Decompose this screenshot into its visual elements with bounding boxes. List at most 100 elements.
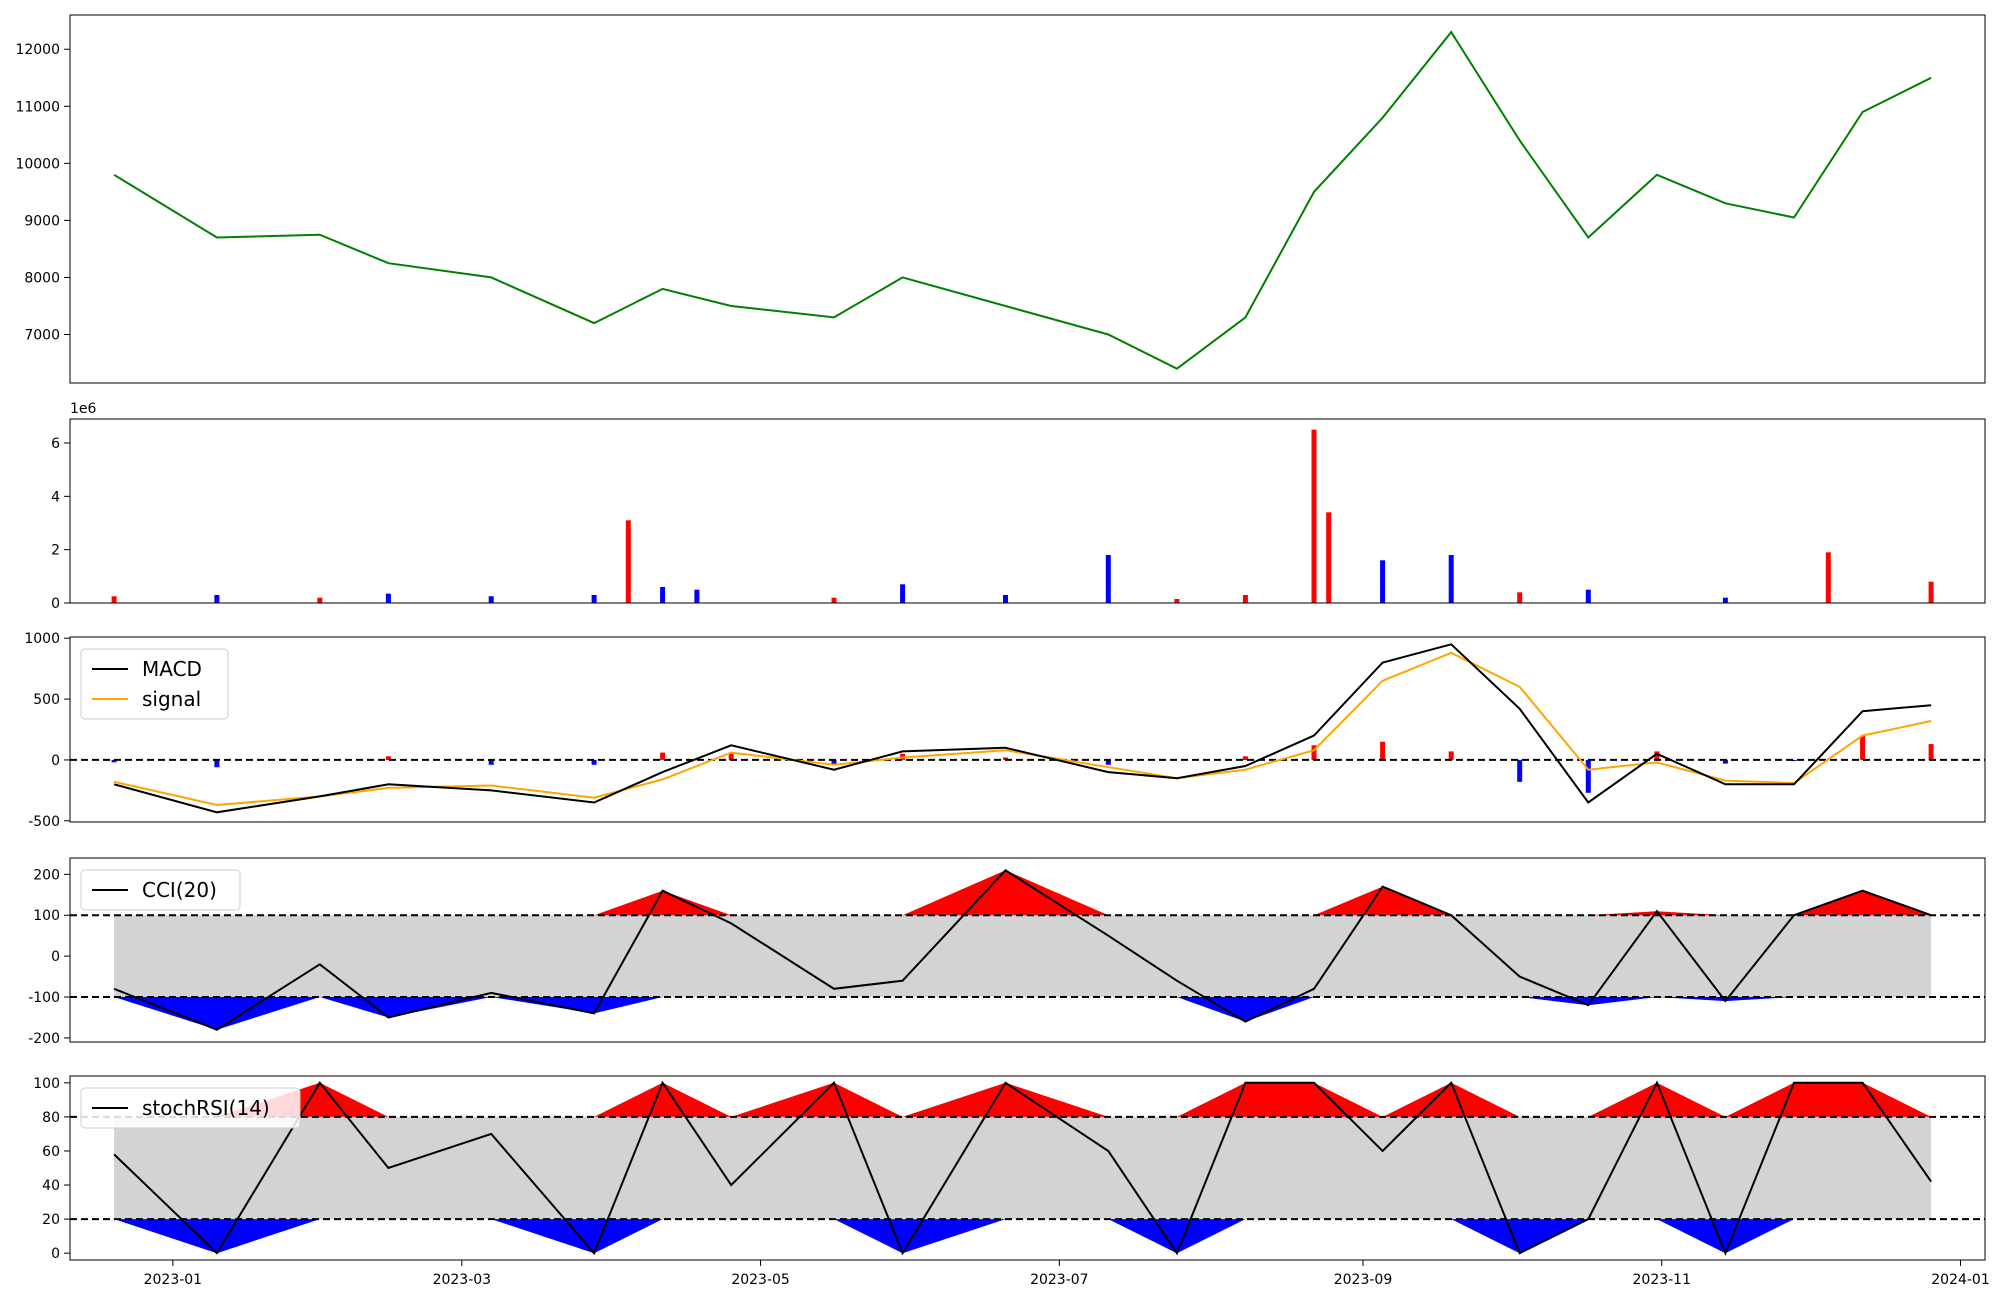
y-tick-label: 0 bbox=[51, 596, 60, 612]
legend-box bbox=[80, 648, 229, 720]
volume-bar bbox=[1928, 581, 1934, 603]
histogram-bar bbox=[728, 752, 734, 760]
y-tick-label: -200 bbox=[28, 1031, 60, 1047]
panel-frame bbox=[69, 636, 1986, 823]
y-tick-label: 9000 bbox=[24, 213, 60, 229]
y-tick-label: -100 bbox=[28, 990, 60, 1006]
y-tick-label: 12000 bbox=[15, 42, 60, 58]
histogram-bar bbox=[1448, 751, 1454, 760]
y-tick-label: 1000 bbox=[24, 631, 60, 647]
volume-panel: 0 2 4 6 1e6 bbox=[51, 401, 1986, 612]
y-tick-label: 4 bbox=[51, 489, 60, 505]
stochrsi-panel: 0 20 40 60 80 100 stochRSI(14) bbox=[33, 1075, 1986, 1262]
histogram-bar bbox=[214, 759, 220, 768]
panel-frame bbox=[69, 418, 1986, 604]
volume-bar bbox=[1326, 512, 1332, 603]
histogram-bar bbox=[1654, 751, 1660, 760]
histogram-bar bbox=[1585, 759, 1591, 793]
volume-bar bbox=[1174, 599, 1180, 603]
oversold-fill bbox=[114, 1219, 1932, 1254]
volume-bar bbox=[1003, 595, 1008, 603]
histogram-bar bbox=[488, 759, 494, 765]
date-axis: 2023-01 2023-03 2023-05 2023-07 2023-09 2023-… bbox=[144, 1260, 1990, 1288]
panel-frame bbox=[69, 1075, 1986, 1261]
legend-box bbox=[80, 1087, 301, 1129]
oversold-fill bbox=[114, 997, 1932, 1030]
volume-bar bbox=[831, 597, 837, 603]
legend-label: stochRSI(14) bbox=[142, 1096, 270, 1120]
price-line bbox=[113, 30, 1932, 370]
volume-exponent: 1e6 bbox=[70, 401, 97, 417]
volume-bar bbox=[1380, 560, 1386, 603]
histogram-bar bbox=[1791, 759, 1797, 762]
y-tick-label: 40 bbox=[42, 1178, 60, 1194]
volume-bar bbox=[1242, 595, 1248, 603]
x-tick-label: 2023-11 bbox=[1633, 1272, 1692, 1288]
neutral-band bbox=[114, 915, 1932, 998]
y-tick-label: 7000 bbox=[24, 328, 60, 344]
volume-bar bbox=[660, 587, 666, 603]
histogram-bar bbox=[1380, 741, 1386, 760]
histogram-bar bbox=[1242, 756, 1248, 760]
y-tick-label: 60 bbox=[42, 1144, 60, 1160]
volume-bar bbox=[1105, 555, 1111, 603]
panel-frame bbox=[69, 14, 1986, 384]
y-tick-label: 0 bbox=[51, 753, 60, 769]
y-tick-label: 200 bbox=[33, 867, 60, 883]
x-tick-label: 2024-01 bbox=[1931, 1272, 1990, 1288]
price-panel: 7000 8000 9000 10000 11000 12000 bbox=[15, 14, 1986, 384]
volume-bar bbox=[1311, 429, 1317, 603]
x-tick-label: 2023-03 bbox=[433, 1272, 492, 1288]
volume-bar bbox=[317, 597, 323, 603]
volume-bar bbox=[694, 589, 700, 603]
panel-frame bbox=[69, 857, 1986, 1043]
legend-box bbox=[80, 869, 241, 911]
cci-panel: -200 -100 0 100 200 CCI(20) bbox=[28, 857, 1986, 1047]
histogram-bar bbox=[1860, 735, 1866, 760]
histogram-bar bbox=[111, 759, 117, 763]
y-tick-label: 100 bbox=[33, 908, 60, 924]
y-tick-label: 80 bbox=[42, 1110, 60, 1126]
histogram-bar bbox=[1003, 757, 1008, 760]
x-tick-label: 2023-09 bbox=[1334, 1272, 1393, 1288]
y-tick-label: 2 bbox=[51, 543, 60, 559]
histogram-bar bbox=[1311, 745, 1317, 760]
volume-bar bbox=[1825, 552, 1831, 603]
histogram-bar bbox=[831, 759, 837, 765]
y-tick-label: 100 bbox=[33, 1076, 60, 1092]
histogram-bar bbox=[591, 759, 597, 765]
volume-bar bbox=[591, 595, 597, 603]
volume-bar bbox=[488, 596, 494, 603]
legend-label: signal bbox=[142, 687, 201, 711]
volume-bar bbox=[111, 596, 117, 603]
overbought-fill bbox=[114, 870, 1932, 916]
x-tick-label: 2023-05 bbox=[731, 1272, 790, 1288]
volume-bar bbox=[1585, 589, 1591, 603]
x-tick-label: 2023-01 bbox=[144, 1272, 203, 1288]
volume-bar bbox=[900, 584, 906, 603]
histogram-bar bbox=[1928, 744, 1934, 760]
indicator-line bbox=[113, 1080, 1932, 1256]
signal-line bbox=[113, 651, 1932, 807]
histogram-bar bbox=[1105, 759, 1111, 765]
y-tick-label: 0 bbox=[51, 949, 60, 965]
legend-label: MACD bbox=[142, 657, 202, 681]
y-tick-label: 20 bbox=[42, 1212, 60, 1228]
y-tick-label: 0 bbox=[51, 1246, 60, 1262]
y-tick-label: 6 bbox=[51, 436, 60, 452]
volume-bar bbox=[1722, 597, 1728, 603]
volume-bar bbox=[1517, 592, 1523, 603]
volume-bar bbox=[625, 520, 631, 603]
y-tick-label: 8000 bbox=[24, 270, 60, 286]
y-tick-label: 500 bbox=[33, 692, 60, 708]
y-tick-label: 10000 bbox=[15, 156, 60, 172]
x-tick-label: 2023-07 bbox=[1030, 1272, 1089, 1288]
histogram-bar bbox=[1517, 759, 1523, 782]
overbought-fill bbox=[114, 1082, 1932, 1117]
volume-bar bbox=[1448, 555, 1454, 603]
y-tick-label: -500 bbox=[28, 814, 60, 830]
volume-bar bbox=[385, 593, 391, 603]
legend-label: CCI(20) bbox=[142, 878, 217, 902]
macd-line bbox=[113, 643, 1932, 814]
y-tick-label: 11000 bbox=[15, 99, 60, 115]
